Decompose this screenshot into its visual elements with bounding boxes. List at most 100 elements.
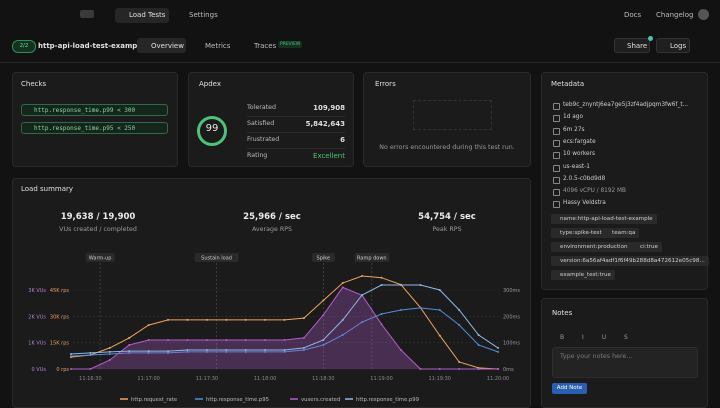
meta-icon (553, 164, 560, 172)
tab[interactable]: Overview (151, 42, 184, 50)
annotation-box (354, 253, 390, 262)
check-item: http.response_time.p95 < 250 (21, 122, 168, 134)
x-tick-label: 11:16:30 (79, 376, 101, 382)
nav-link[interactable]: Changelog (656, 11, 694, 19)
errors-message: No errors encountered during this test r… (379, 144, 515, 151)
series-point (419, 284, 422, 287)
legend-label: http.response_time.p99 (356, 397, 419, 403)
meta-icon (553, 127, 560, 135)
y-tick-label: 15K rps (50, 341, 69, 347)
annotation-label: Sustain load (201, 256, 232, 262)
notes-textarea[interactable] (552, 347, 698, 378)
logs-button[interactable] (656, 38, 690, 53)
series-point (477, 334, 480, 337)
empty-illustration (413, 100, 492, 130)
series-point (186, 318, 189, 321)
series-point (108, 359, 111, 362)
card-title: Apdex (199, 80, 222, 88)
tab[interactable]: Traces (254, 42, 277, 50)
series-point (128, 336, 131, 339)
annotation-box (311, 253, 335, 262)
button-label[interactable]: Share (627, 42, 648, 50)
annotation-label: Ramp down (357, 256, 387, 262)
stat-value: 25,966 / sec (243, 212, 301, 222)
stat-value: 19,638 / 19,900 (60, 212, 136, 222)
series-point (167, 351, 170, 354)
card-title: Errors (375, 80, 396, 88)
series-point (361, 321, 364, 324)
editor-toolbar[interactable]: B I U S (560, 334, 636, 341)
series-point (283, 350, 286, 353)
notes-placeholder: Type your notes here... (560, 353, 633, 360)
series-point (380, 323, 383, 326)
card-title: Load summary (21, 185, 74, 193)
apdex-label: Tolerated (247, 104, 277, 111)
apdex-value: 109,908 (313, 104, 345, 112)
divider (0, 62, 720, 63)
series-point (244, 318, 247, 321)
meta-icon (553, 103, 560, 110)
series-point (477, 344, 480, 347)
nav-item[interactable]: Settings (189, 11, 218, 19)
series-point (361, 274, 364, 277)
series-point (225, 339, 228, 342)
avatar[interactable] (698, 9, 709, 20)
apdex-value: 5,842,643 (305, 120, 345, 128)
nav-active-bg (115, 8, 169, 23)
meta-item: 10 workers (563, 151, 596, 158)
series-point (438, 309, 441, 312)
series-point (89, 368, 92, 370)
meta-icon (553, 189, 560, 197)
tag: environment:production (551, 242, 632, 252)
series-point (70, 352, 72, 355)
series-point (322, 339, 325, 342)
button-label[interactable]: Logs (670, 42, 687, 50)
series-point (477, 368, 480, 370)
series-point (341, 281, 344, 284)
legend-label: http.request_rate (131, 397, 177, 403)
meta-icon (553, 139, 560, 147)
apdex-label: Satisfied (247, 120, 275, 127)
series-point (458, 360, 461, 363)
annotation-label: Warm-up (89, 256, 112, 262)
check-item: http.response_time.p99 < 300 (21, 104, 168, 116)
nav-link[interactable]: Docs (624, 11, 642, 19)
tab-active-bg (137, 38, 186, 53)
add-note-button[interactable]: Add Note (552, 383, 587, 394)
share-button[interactable] (614, 38, 650, 53)
series-point (380, 276, 383, 279)
nav-item[interactable]: Load Tests (129, 11, 166, 19)
series-point (128, 350, 131, 353)
meta-item: Hassy Veldstra (563, 200, 606, 207)
row-divider (247, 116, 345, 117)
notify-dot (648, 36, 653, 41)
series-point (264, 339, 267, 342)
stat-label: Peak RPS (432, 226, 462, 233)
x-tick-label: 11:18:00 (254, 376, 276, 382)
y-tick-label: 45K rps (50, 288, 69, 294)
x-tick-label: 11:20:00 (487, 376, 509, 382)
series-point (205, 318, 208, 321)
stat-label: Average RPS (251, 226, 293, 233)
series-point (244, 349, 247, 352)
y-tick-label: 300ms (503, 288, 520, 294)
apdex-score: 99 (205, 123, 219, 134)
annotation-label: Spike (317, 256, 331, 262)
series-point (302, 336, 305, 339)
apdex-value: Excellent (313, 152, 345, 160)
card-title: Checks (21, 80, 47, 88)
series-point (283, 339, 286, 342)
series-point (283, 318, 286, 321)
tag: version:6a56af4adf1f6f49b288d8a472612e05… (551, 256, 709, 266)
status-badge: 2/2 (12, 40, 36, 53)
errors-card (363, 72, 531, 167)
meta-icon (553, 115, 560, 123)
stat-value: 54,754 / sec (418, 212, 476, 222)
tab[interactable]: Metrics (205, 42, 231, 50)
series-point (205, 349, 208, 352)
series-area (71, 287, 498, 369)
series-point (225, 318, 228, 321)
series-point (458, 324, 461, 327)
series-point (70, 368, 72, 370)
series-point (186, 349, 189, 352)
